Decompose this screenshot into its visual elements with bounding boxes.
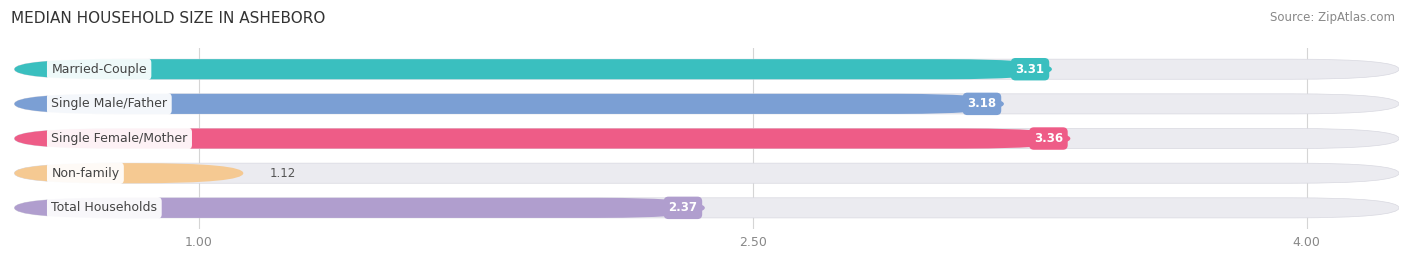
FancyBboxPatch shape: [14, 198, 1399, 218]
Text: 3.36: 3.36: [1033, 132, 1063, 145]
Text: Single Male/Father: Single Male/Father: [52, 97, 167, 110]
Text: Non-family: Non-family: [52, 167, 120, 180]
Text: Single Female/Mother: Single Female/Mother: [52, 132, 187, 145]
FancyBboxPatch shape: [14, 129, 1399, 148]
Text: Source: ZipAtlas.com: Source: ZipAtlas.com: [1270, 11, 1395, 24]
FancyBboxPatch shape: [14, 129, 1070, 148]
FancyBboxPatch shape: [14, 198, 704, 218]
Text: 2.37: 2.37: [668, 201, 697, 214]
FancyBboxPatch shape: [14, 163, 1399, 183]
FancyBboxPatch shape: [14, 94, 1004, 114]
FancyBboxPatch shape: [14, 94, 1399, 114]
Text: Married-Couple: Married-Couple: [52, 63, 148, 76]
Text: 3.18: 3.18: [967, 97, 997, 110]
Text: 3.31: 3.31: [1015, 63, 1045, 76]
Text: Total Households: Total Households: [52, 201, 157, 214]
FancyBboxPatch shape: [14, 59, 1052, 79]
Text: MEDIAN HOUSEHOLD SIZE IN ASHEBORO: MEDIAN HOUSEHOLD SIZE IN ASHEBORO: [11, 11, 326, 26]
FancyBboxPatch shape: [14, 163, 243, 183]
Text: 1.12: 1.12: [269, 167, 295, 180]
FancyBboxPatch shape: [14, 59, 1399, 79]
